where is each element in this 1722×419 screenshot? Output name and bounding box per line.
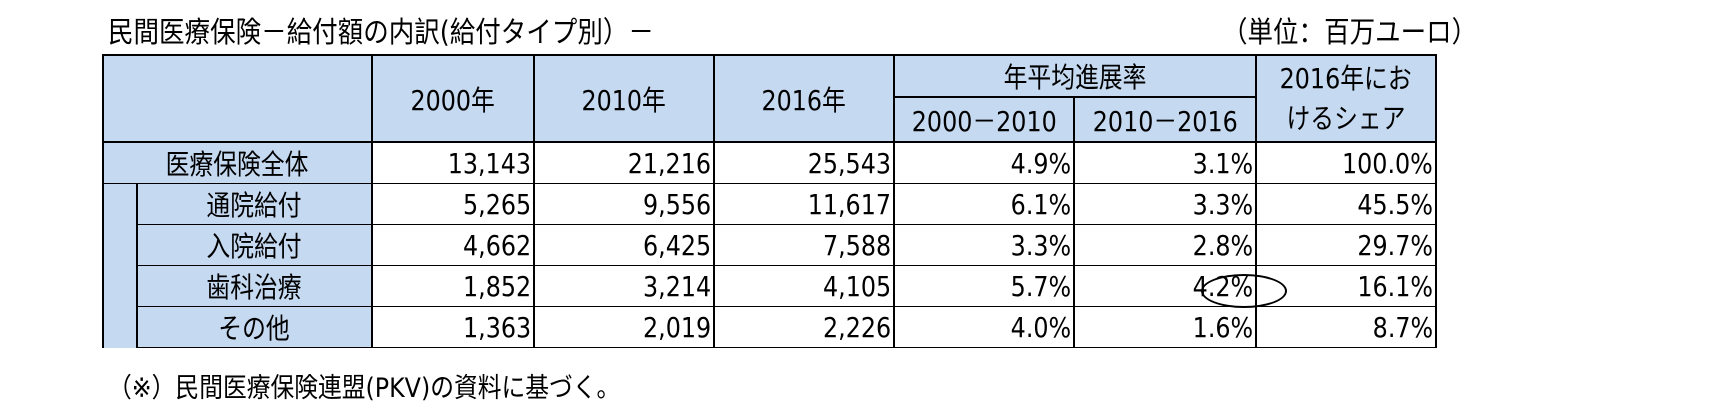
table-row-total: 医療保険全体 13,143 21,216 25,543 4.9% 3.1% 10… [102, 141, 1437, 184]
cell-total-growth-2: 3.1% [1073, 141, 1257, 184]
cell-inpatient-2016: 7,588 [713, 224, 895, 266]
header-year-2016: 2016年 [713, 54, 895, 143]
cell-other-2000: 1,363 [371, 306, 535, 348]
table-title: 民間医療保険－給付額の内訳(給付タイプ別）－ [108, 15, 654, 49]
cell-other-growth-2: 1.6% [1073, 306, 1257, 348]
cell-other-share: 8.7% [1255, 306, 1437, 348]
header-growth-period-1: 2000－2010 [893, 96, 1075, 143]
header-growth-period-2: 2010－2016 [1073, 96, 1257, 143]
cell-inpatient-2000: 4,662 [371, 224, 535, 266]
benefits-table: 2000年 2010年 2016年 年平均進展率 2016年にお けるシェア 2… [102, 54, 1437, 348]
row-label-other: その他 [136, 306, 373, 348]
cell-outpatient-2000: 5,265 [371, 183, 535, 225]
cell-dental-2016: 4,105 [713, 265, 895, 307]
cell-inpatient-growth-1: 3.3% [893, 224, 1075, 266]
cell-outpatient-2016: 11,617 [713, 183, 895, 225]
highlight-ellipse [1201, 274, 1287, 308]
table-row: 通院給付 5,265 9,556 11,617 6.1% 3.3% 45.5% [102, 183, 1437, 348]
row-label-inpatient: 入院給付 [136, 224, 373, 266]
row-label-total: 医療保険全体 [102, 141, 373, 184]
cell-other-2016: 2,226 [713, 306, 895, 348]
cell-dental-2010: 3,214 [533, 265, 715, 307]
cell-inpatient-growth-2: 2.8% [1073, 224, 1257, 266]
cell-inpatient-share: 29.7% [1255, 224, 1437, 266]
source-note: （※）民間医療保険連盟(PKV)の資料に基づく。 [108, 373, 621, 404]
unit-label: （単位：百万ユーロ） [1222, 15, 1478, 49]
header-corner [102, 54, 373, 143]
cell-outpatient-2010: 9,556 [533, 183, 715, 225]
cell-total-share: 100.0% [1255, 141, 1437, 184]
table-row: 入院給付 4,662 6,425 7,588 3.3% 2.8% 29.7% [103, 224, 1437, 266]
row-label-outpatient: 通院給付 [136, 183, 373, 225]
cell-dental-2000: 1,852 [371, 265, 535, 307]
cell-total-growth-1: 4.9% [893, 141, 1075, 184]
row-indent-stub [102, 183, 138, 348]
cell-inpatient-2010: 6,425 [533, 224, 715, 266]
header-year-2010: 2010年 [533, 54, 715, 143]
cell-outpatient-share: 45.5% [1255, 183, 1437, 225]
header-growth: 年平均進展率 [893, 54, 1257, 98]
cell-dental-growth-1: 5.7% [893, 265, 1075, 307]
row-label-dental: 歯科治療 [136, 265, 373, 307]
cell-other-2010: 2,019 [533, 306, 715, 348]
cell-total-2010: 21,216 [533, 141, 715, 184]
header-row-top: 2000年 2010年 2016年 年平均進展率 2016年にお けるシェア [102, 54, 1437, 143]
header-year-2000: 2000年 [371, 54, 535, 143]
table-row: その他 1,363 2,019 2,226 4.0% 1.6% 8.7% [103, 306, 1437, 348]
header-row-bottom: 2000－2010 2010－2016 [103, 96, 1436, 143]
cell-outpatient-growth-2: 3.3% [1073, 183, 1257, 225]
cell-outpatient-growth-1: 6.1% [893, 183, 1075, 225]
cell-total-2016: 25,543 [713, 141, 895, 184]
cell-other-growth-1: 4.0% [893, 306, 1075, 348]
cell-total-2000: 13,143 [371, 141, 535, 184]
header-share: 2016年にお けるシェア [1255, 54, 1437, 143]
